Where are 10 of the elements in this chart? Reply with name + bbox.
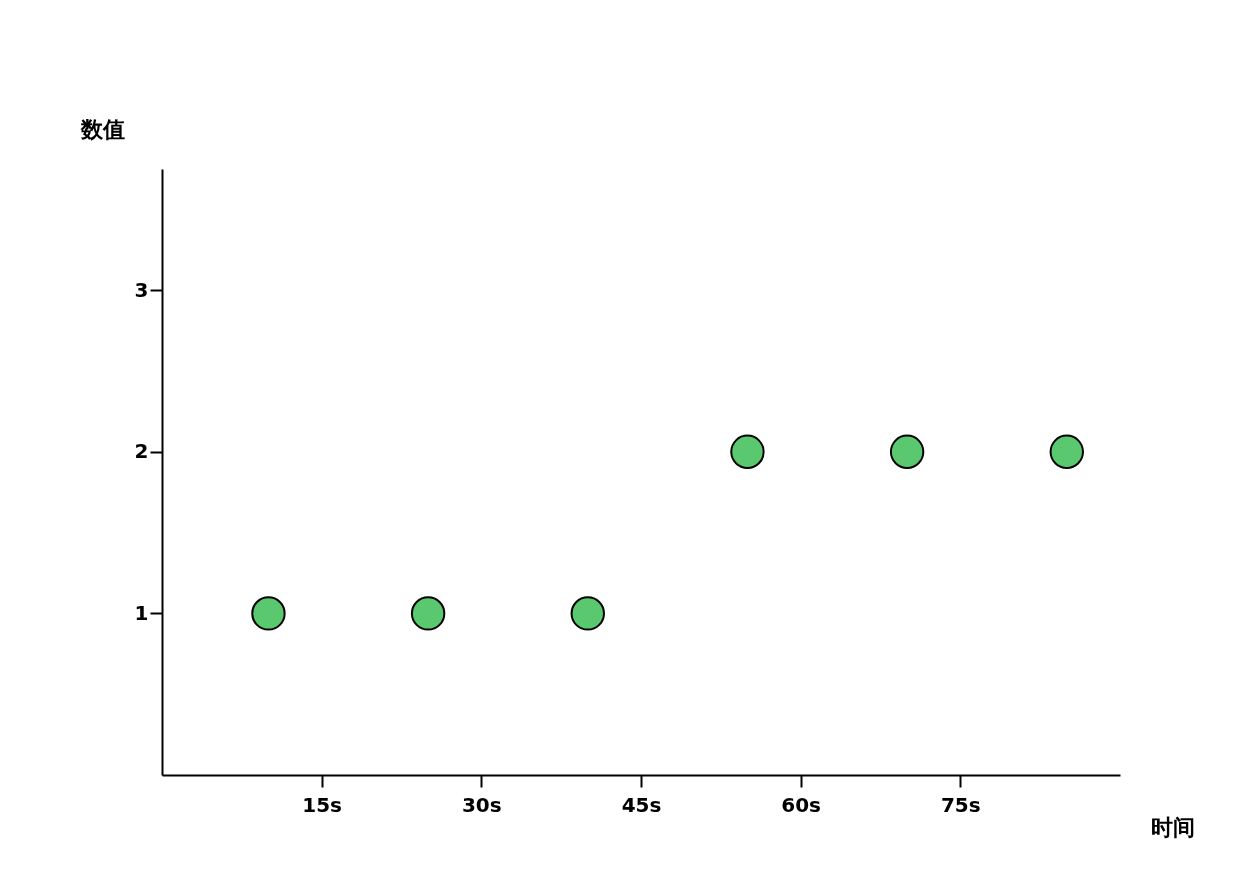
- x-tick-label: 75s: [940, 792, 981, 817]
- x-tick-label: 45s: [621, 792, 662, 817]
- x-tick-label: 15s: [302, 792, 343, 817]
- y-tick-label: 1: [134, 600, 149, 625]
- y-tick-label: 3: [134, 277, 149, 302]
- x-axis-title: 时间: [1150, 814, 1195, 840]
- x-tick-label: 60s: [781, 792, 822, 817]
- x-tick-label: 30s: [461, 792, 502, 817]
- y-axis-title: 数值: [79, 116, 125, 142]
- y-tick-label: 2: [134, 439, 149, 464]
